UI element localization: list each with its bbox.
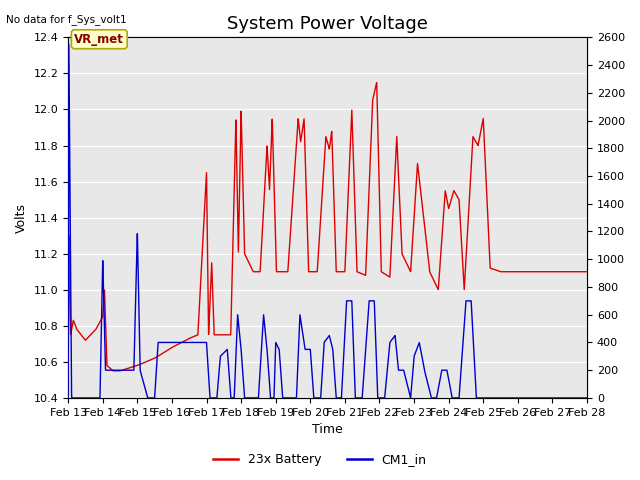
X-axis label: Time: Time <box>312 423 343 436</box>
Title: System Power Voltage: System Power Voltage <box>227 15 428 33</box>
Text: VR_met: VR_met <box>74 33 124 46</box>
Legend: 23x Battery, CM1_in: 23x Battery, CM1_in <box>208 448 432 471</box>
Y-axis label: Volts: Volts <box>15 203 28 233</box>
Text: No data for f_Sys_volt1: No data for f_Sys_volt1 <box>6 14 127 25</box>
